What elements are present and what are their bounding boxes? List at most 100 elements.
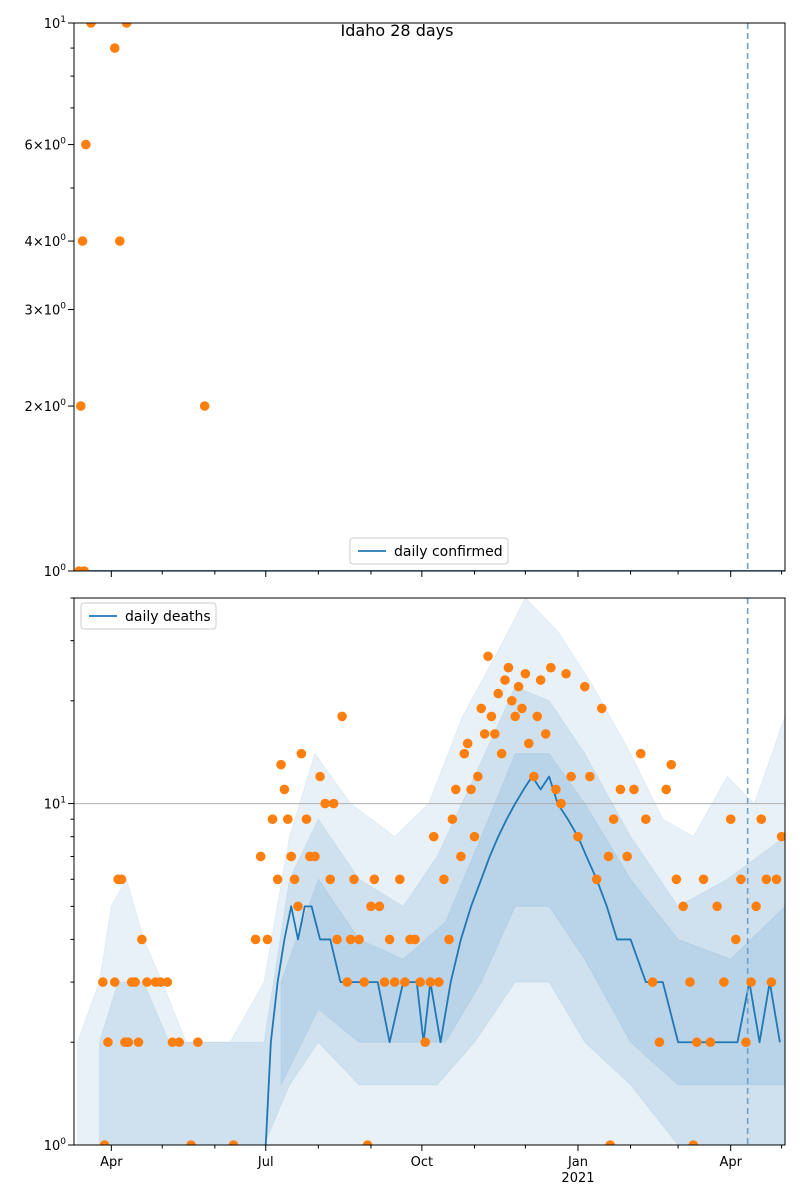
data-point bbox=[328, 798, 339, 809]
data-point bbox=[400, 977, 410, 987]
data-point bbox=[193, 1037, 203, 1048]
data-point bbox=[130, 977, 140, 987]
data-point bbox=[389, 977, 400, 987]
data-point bbox=[289, 874, 300, 885]
data-point bbox=[771, 874, 782, 885]
data-point bbox=[272, 874, 283, 885]
data-point bbox=[535, 675, 546, 685]
legend-box bbox=[349, 537, 509, 565]
data-point bbox=[359, 977, 369, 987]
y-tick-label: 100 bbox=[44, 1137, 67, 1154]
data-point bbox=[466, 784, 476, 795]
data-point bbox=[109, 977, 120, 987]
x-tick-label: Jan bbox=[567, 1155, 588, 1170]
band-middle bbox=[98, 686, 785, 1145]
data-point bbox=[77, 236, 88, 246]
data-point bbox=[456, 851, 466, 862]
data-point bbox=[556, 798, 566, 809]
data-point bbox=[137, 934, 147, 945]
data-point bbox=[741, 1037, 751, 1048]
data-point bbox=[123, 1037, 134, 1048]
y-tick-label: 101 bbox=[44, 796, 66, 813]
data-point bbox=[447, 814, 458, 824]
data-point bbox=[513, 681, 524, 692]
data-point bbox=[186, 1140, 196, 1145]
data-point bbox=[262, 934, 273, 945]
data-point bbox=[654, 1037, 665, 1048]
data-point bbox=[199, 401, 210, 411]
data-point bbox=[566, 771, 576, 782]
band-outer bbox=[76, 598, 785, 1145]
data-point bbox=[641, 814, 651, 824]
data-point bbox=[698, 874, 709, 885]
data-point bbox=[725, 814, 736, 824]
data-point bbox=[546, 662, 556, 673]
data-point bbox=[255, 851, 266, 862]
data-point bbox=[293, 901, 303, 912]
data-point bbox=[486, 711, 497, 722]
y-tick-label: 3×100 bbox=[25, 302, 67, 319]
data-point bbox=[410, 934, 420, 945]
data-point bbox=[162, 977, 173, 987]
data-point bbox=[459, 748, 470, 759]
y-tick-label: 101 bbox=[44, 15, 66, 32]
data-point bbox=[462, 738, 473, 749]
data-point bbox=[551, 784, 561, 795]
series-line-daily-deaths bbox=[264, 775, 781, 1145]
plot-area bbox=[74, 23, 785, 571]
y-tick-label: 100 bbox=[44, 563, 67, 580]
plot-area bbox=[74, 598, 785, 1145]
data-point bbox=[276, 759, 286, 770]
data-point bbox=[473, 771, 483, 782]
data-point bbox=[369, 874, 380, 885]
data-point bbox=[469, 831, 480, 842]
y-tick-label: 4×100 bbox=[25, 233, 67, 250]
data-point bbox=[332, 934, 342, 945]
data-point bbox=[425, 977, 436, 987]
data-point bbox=[109, 43, 120, 53]
data-point bbox=[362, 1140, 373, 1145]
data-point bbox=[98, 977, 108, 987]
data-point bbox=[691, 1037, 702, 1048]
data-point bbox=[476, 703, 487, 714]
data-point bbox=[315, 771, 325, 782]
data-point bbox=[591, 874, 602, 885]
legend-box bbox=[80, 602, 217, 630]
data-point bbox=[517, 703, 527, 714]
data-point bbox=[133, 1037, 144, 1048]
data-point bbox=[761, 874, 772, 885]
data-point bbox=[320, 798, 330, 809]
data-point bbox=[250, 934, 261, 945]
data-point bbox=[115, 236, 125, 246]
data-point bbox=[174, 1037, 185, 1048]
data-point bbox=[776, 831, 785, 842]
data-point bbox=[116, 874, 127, 885]
data-point bbox=[228, 1140, 239, 1145]
legend-label: daily deaths bbox=[125, 609, 211, 625]
data-point bbox=[267, 814, 278, 824]
data-point bbox=[345, 934, 356, 945]
data-point bbox=[337, 711, 347, 722]
data-point bbox=[496, 748, 507, 759]
data-point bbox=[500, 675, 510, 685]
data-point bbox=[342, 977, 353, 987]
data-point bbox=[585, 771, 595, 782]
data-point bbox=[506, 695, 517, 706]
data-point bbox=[420, 1037, 431, 1048]
data-point bbox=[647, 977, 658, 987]
data-point bbox=[296, 748, 307, 759]
data-point bbox=[103, 1037, 113, 1048]
data-point bbox=[685, 977, 695, 987]
data-point bbox=[503, 662, 514, 673]
data-point bbox=[605, 1140, 616, 1145]
data-point bbox=[629, 784, 639, 795]
data-point bbox=[451, 784, 461, 795]
data-point bbox=[490, 729, 500, 739]
data-point bbox=[86, 23, 96, 28]
data-point bbox=[439, 874, 449, 885]
data-point bbox=[395, 874, 405, 885]
data-point bbox=[688, 1140, 699, 1145]
data-point bbox=[661, 784, 672, 795]
band-inner bbox=[280, 753, 785, 1086]
